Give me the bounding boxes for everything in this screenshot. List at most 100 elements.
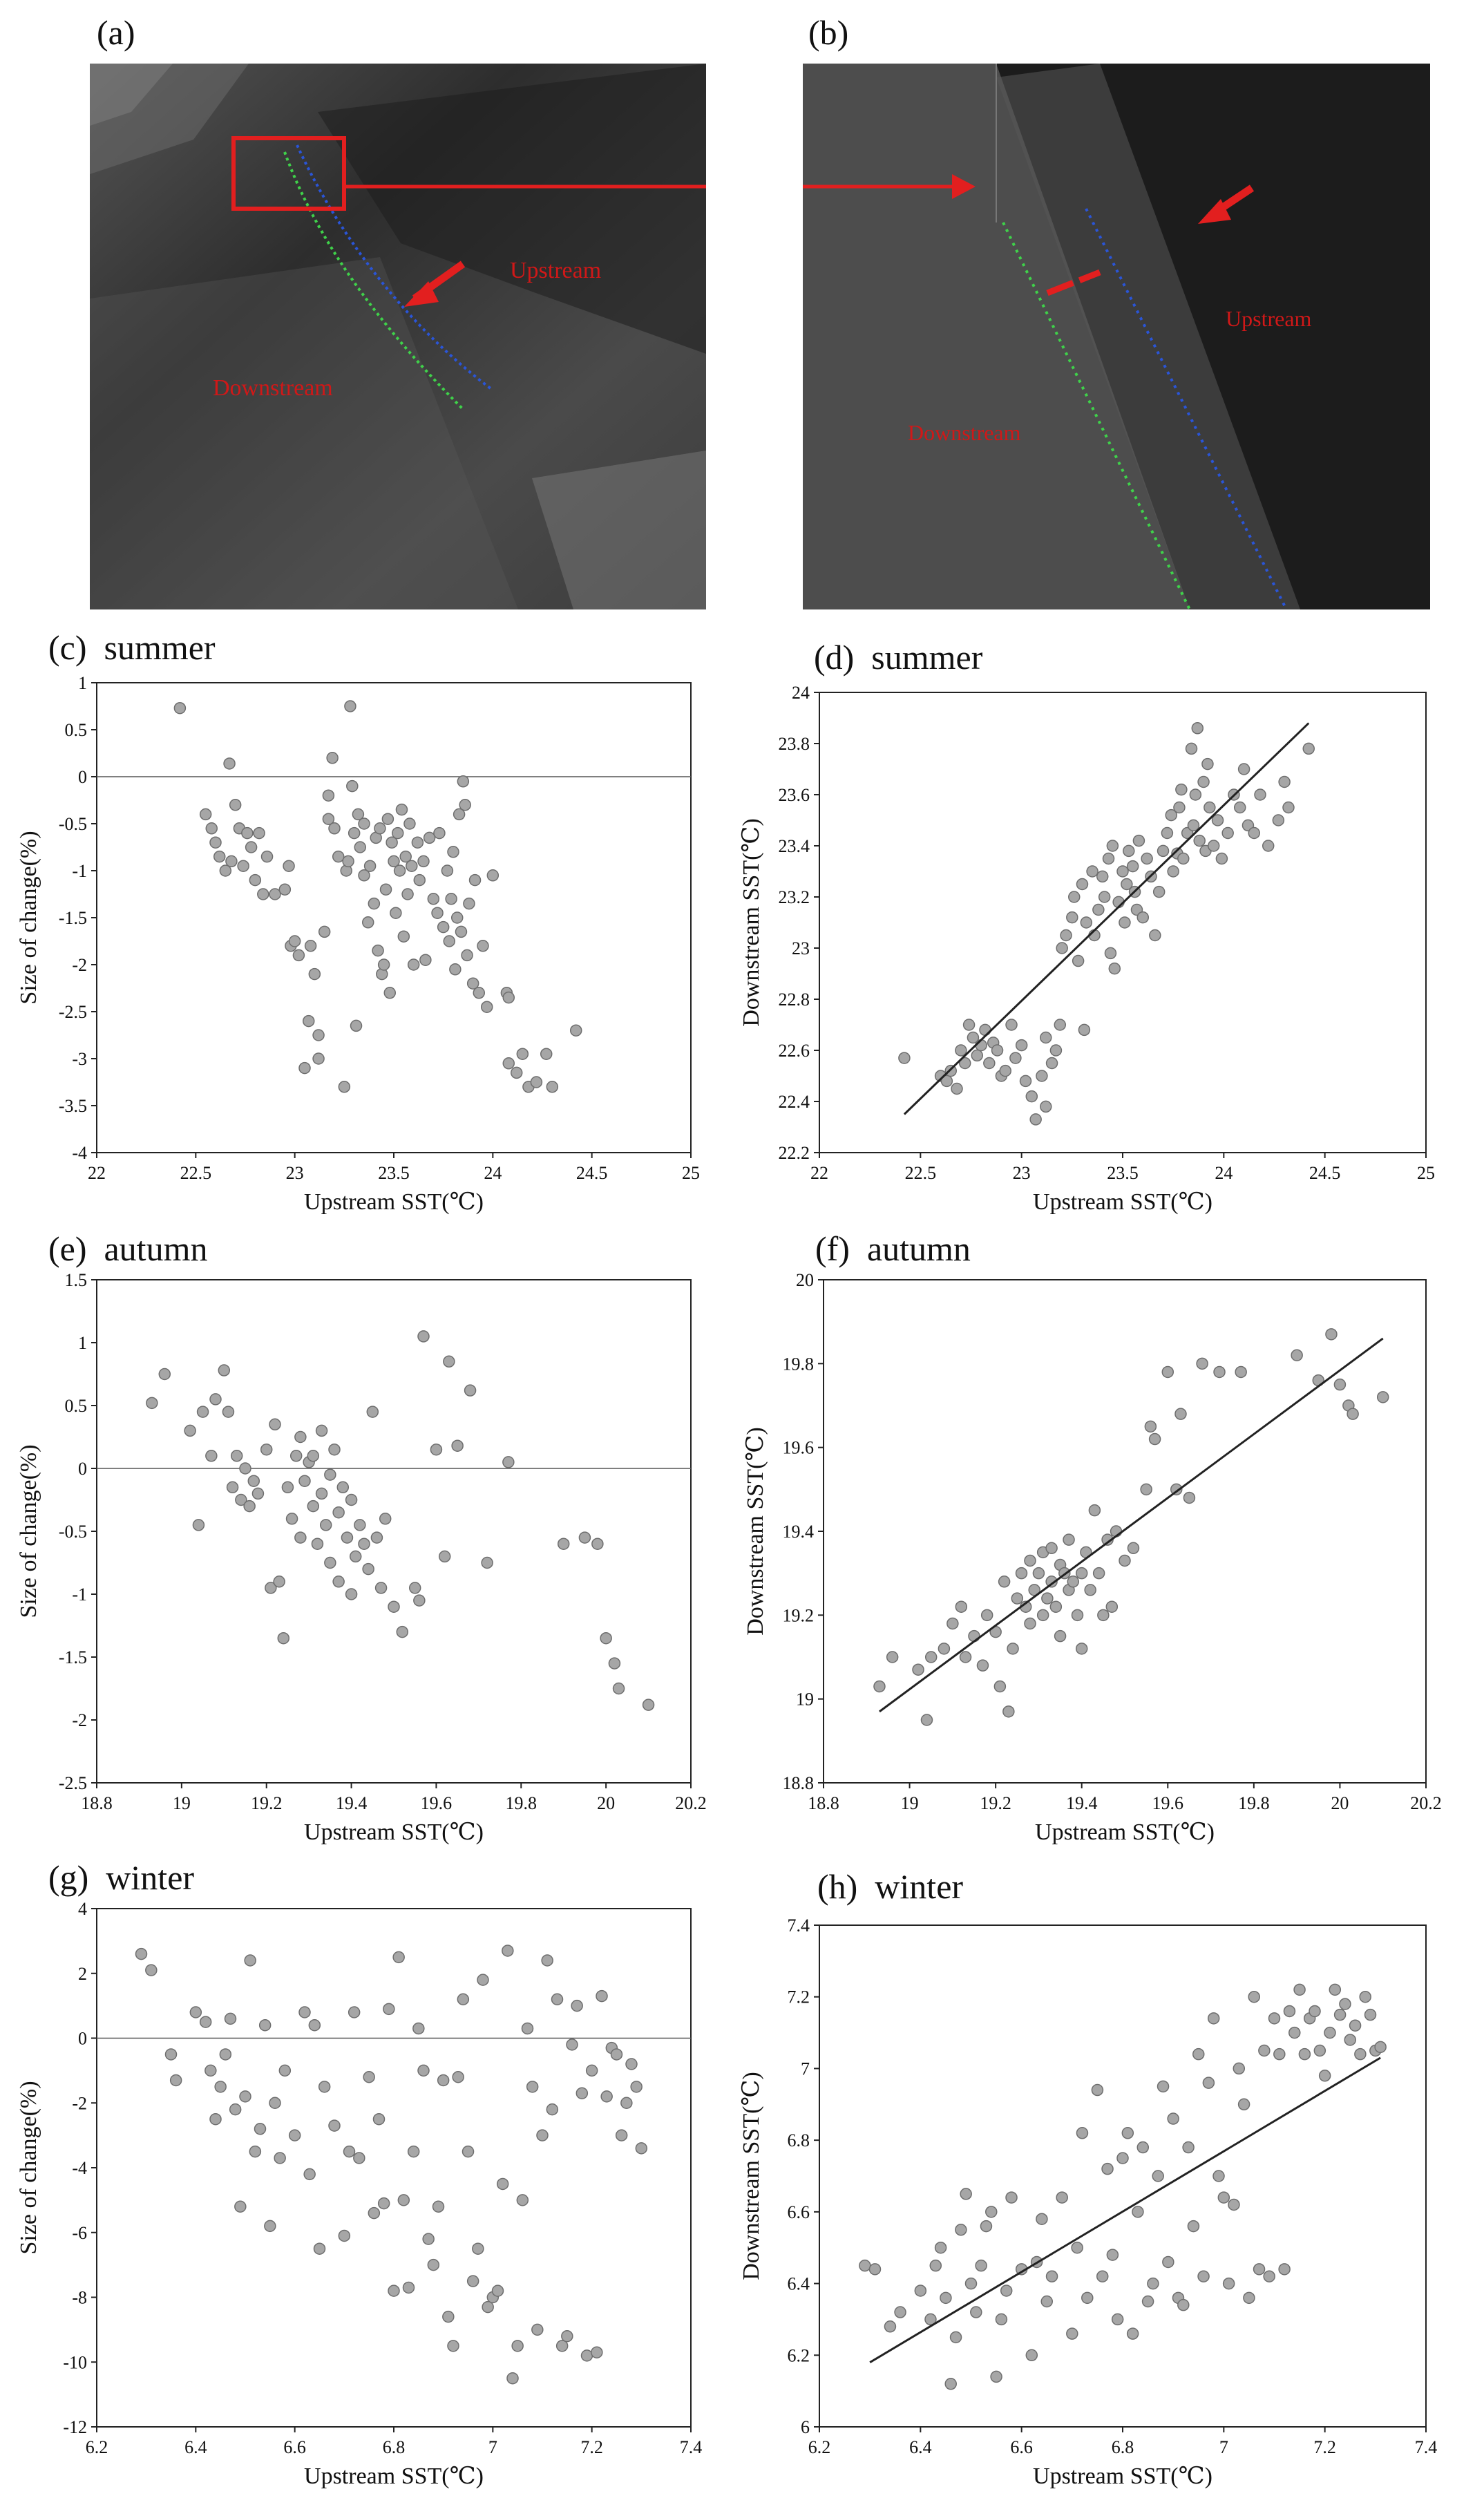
data-point	[1283, 2005, 1296, 2018]
y-tick-label: 18.8	[783, 1773, 815, 1793]
y-tick-label: 7.4	[788, 1916, 810, 1936]
data-point	[269, 888, 281, 900]
data-point	[451, 1439, 464, 1452]
data-point	[411, 836, 424, 849]
data-point	[1049, 1044, 1063, 1057]
data-point	[244, 1954, 256, 1967]
data-point	[1126, 860, 1139, 873]
data-point	[401, 888, 414, 900]
data-point	[427, 893, 440, 905]
y-axis-title: Downstream SST(℃)	[743, 1427, 768, 1636]
data-point	[1140, 1483, 1152, 1496]
y-tick-label: -4	[72, 2158, 87, 2178]
data-point	[600, 1631, 612, 1645]
green-line-a	[283, 151, 464, 410]
data-point	[1197, 2270, 1210, 2282]
data-point	[555, 2340, 569, 2352]
panel-f-label: (f) autumn	[815, 1229, 971, 1268]
data-point	[224, 2012, 237, 2025]
y-tick-label: -3.5	[59, 1096, 87, 1116]
data-point	[372, 944, 384, 957]
data-point	[1071, 2241, 1083, 2254]
data-point	[312, 1029, 325, 1041]
data-point	[1106, 840, 1119, 852]
data-point	[463, 897, 475, 910]
data-point	[348, 2006, 361, 2018]
x-tick-label: 24	[484, 1163, 502, 1183]
data-point	[1127, 1542, 1140, 1555]
data-point	[1175, 783, 1188, 796]
data-point	[1213, 1365, 1226, 1379]
data-point	[209, 836, 222, 849]
data-point	[596, 1989, 608, 2003]
data-point	[1000, 2285, 1013, 2297]
data-point	[1019, 1075, 1032, 1088]
data-point	[1253, 2263, 1266, 2276]
data-point	[417, 2064, 430, 2077]
data-point	[1078, 1023, 1091, 1037]
data-point	[929, 2259, 942, 2272]
data-point	[1025, 1090, 1038, 1103]
measure-marker	[1046, 269, 1101, 296]
y-tick-label: 2	[78, 1964, 87, 1984]
data-point	[998, 1576, 1011, 1588]
data-point	[999, 1064, 1012, 1077]
data-point	[368, 897, 381, 910]
data-point	[1288, 2026, 1301, 2039]
data-point	[318, 925, 331, 938]
data-point	[381, 813, 394, 825]
data-point	[561, 2330, 573, 2343]
x-tick-label: 7	[1219, 2437, 1228, 2457]
data-point	[192, 1519, 205, 1531]
data-point	[417, 1330, 430, 1343]
data-point	[536, 2129, 549, 2141]
data-point	[502, 1456, 515, 1468]
data-point	[269, 1418, 281, 1431]
data-point	[209, 1393, 222, 1406]
data-point	[924, 2313, 937, 2326]
data-point	[1329, 1983, 1342, 1996]
data-point	[402, 2281, 415, 2294]
data-point	[1136, 2141, 1150, 2154]
data-point	[189, 2006, 202, 2018]
data-point	[457, 775, 470, 788]
data-point	[1097, 1609, 1110, 1622]
y-axis-title: Size of change(%)	[16, 1444, 41, 1618]
data-point	[239, 1462, 251, 1475]
data-point	[313, 2242, 326, 2255]
data-point	[423, 831, 436, 844]
data-point	[388, 1600, 400, 1613]
x-tick-label: 22	[88, 1163, 106, 1183]
data-point	[1092, 1567, 1105, 1580]
x-axis-title: Upstream SST(℃)	[1033, 2463, 1212, 2489]
data-point	[962, 1019, 976, 1031]
panel-a-label: (a)	[97, 13, 135, 52]
data-point	[443, 935, 456, 947]
x-tick-label: 25	[1417, 1163, 1435, 1183]
data-point	[372, 2112, 386, 2126]
data-point	[1161, 826, 1174, 840]
data-point	[971, 1049, 984, 1062]
y-tick-label: -2	[72, 2093, 87, 2113]
x-tick-label: 6.4	[909, 2437, 932, 2457]
data-point	[1333, 2008, 1347, 2021]
data-point	[1207, 840, 1220, 852]
data-point	[307, 1500, 320, 1513]
data-point	[278, 883, 292, 896]
chart-f-svg: 18.8 19 19.2 19.4 19.6 19.8 20 20.2 18.8 19 19.2 19…	[743, 1270, 1442, 1845]
data-point	[980, 1609, 993, 1622]
data-point	[1192, 2047, 1205, 2061]
data-point	[1302, 742, 1315, 755]
data-point	[1248, 826, 1260, 840]
y-tick-label: 7	[801, 2059, 810, 2079]
data-point	[620, 2097, 633, 2109]
green-line-b	[1002, 222, 1191, 609]
data-point	[249, 2145, 262, 2158]
data-point	[341, 1531, 354, 1544]
data-point	[1258, 2044, 1271, 2057]
panel-h-label: (h) winter	[817, 1867, 964, 1906]
data-point	[366, 1406, 379, 1418]
data-point	[1072, 954, 1085, 967]
data-point	[1183, 1491, 1196, 1504]
downstream-label-a: Downstream	[213, 375, 333, 401]
